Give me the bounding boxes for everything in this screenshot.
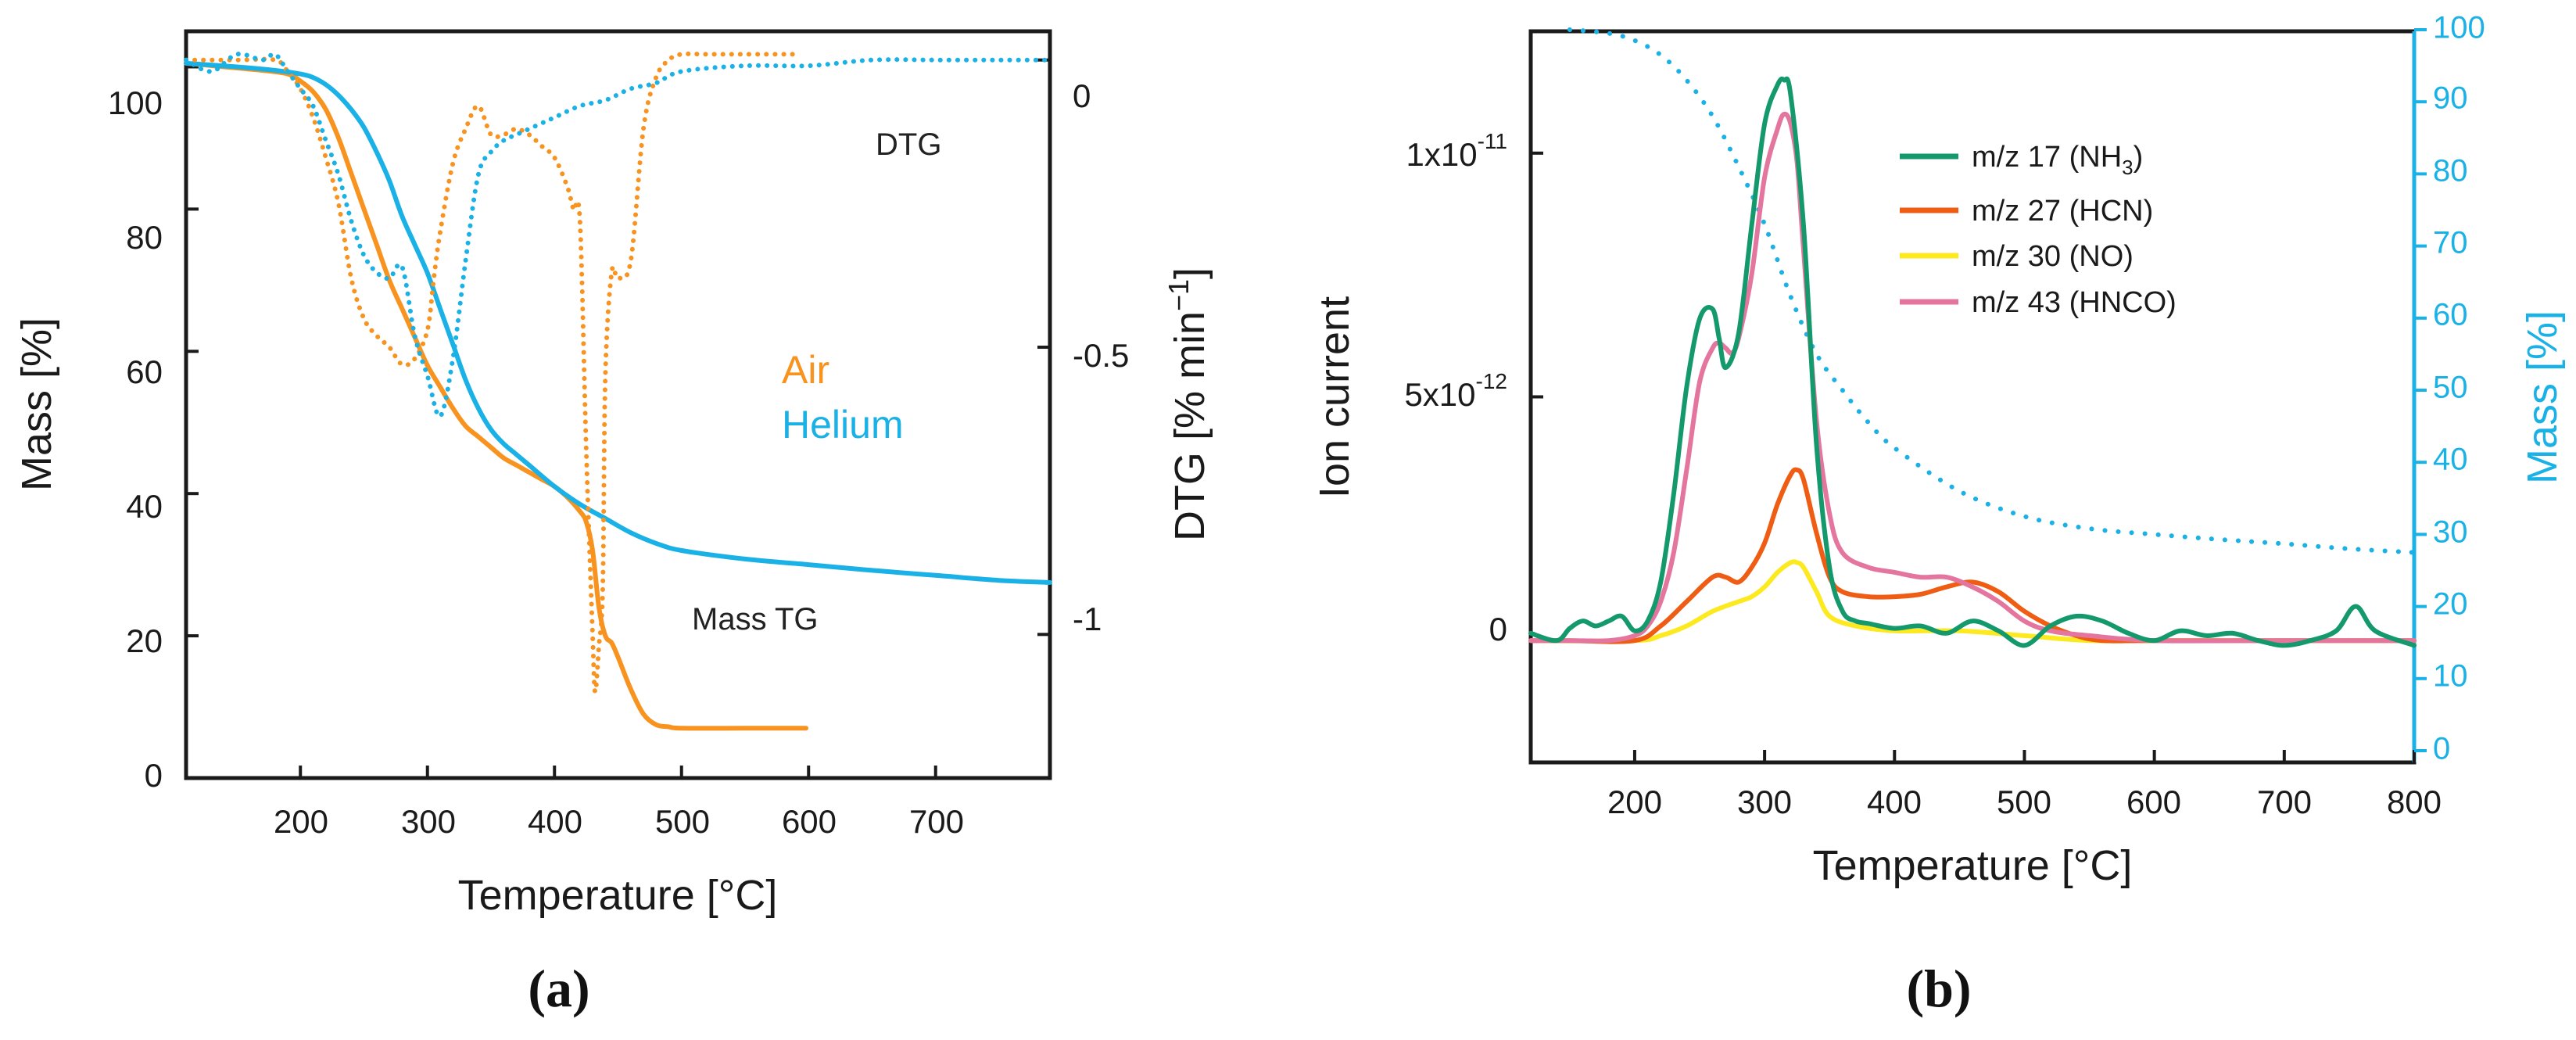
legend-label-no: m/z 30 (NO) <box>1972 240 2134 273</box>
legend-label-nh3: m/z 17 (NH3) <box>1972 141 2143 179</box>
ticks-a <box>186 58 1050 780</box>
y2-tick-label: 30 <box>2433 515 2468 550</box>
y2-tick-label: 60 <box>2433 298 2468 332</box>
y2-tick-label: -0.5 <box>1073 337 1129 374</box>
series-b-3 <box>1528 111 2417 644</box>
x-axis-title-b: Temperature [°C] <box>1813 842 2133 889</box>
legend-label-hcn: m/z 27 (HCN) <box>1972 195 2153 228</box>
y2-tick-labels-b: 0 10 20 30 40 50 60 70 80 90 100 <box>2433 11 2485 766</box>
y-tick-label: 80 <box>126 219 163 256</box>
y-tick-label: 100 <box>108 84 163 121</box>
x-tick-label: 200 <box>274 803 328 840</box>
series-a-1 <box>184 60 1052 585</box>
y-tick-label: 1x10-11 <box>1406 129 1507 173</box>
y2-title-close: ] <box>1166 267 1213 279</box>
panel-a: 200 300 400 500 600 700 0 20 40 60 80 10… <box>13 29 1213 1018</box>
x-tick-label: 500 <box>1997 784 2051 820</box>
x-tick-label: 400 <box>1867 784 1922 820</box>
x-tick-label: 200 <box>1607 784 1662 820</box>
x-tick-label: 700 <box>2257 784 2312 820</box>
y2-axis-title-b: Mass [%] <box>2519 310 2566 484</box>
y-tick-label: 60 <box>126 353 163 390</box>
y2-tick-labels-a: 0 -0.5 -1 <box>1073 77 1129 637</box>
x-tick-labels-b: 200 300 400 500 600 700 800 <box>1607 784 2442 820</box>
x-tick-label: 800 <box>2387 784 2442 820</box>
y-tick-base: 1x10 <box>1406 136 1478 173</box>
y-tick-base: 5x10 <box>1404 376 1475 413</box>
y2-tick-label: 70 <box>2433 226 2468 260</box>
y-tick-labels-a: 0 20 40 60 80 100 <box>108 84 163 794</box>
legend-label-nh3-main: m/z 17 (NH <box>1972 141 2122 174</box>
annotation-helium: Helium <box>782 403 904 446</box>
y2-tick-label: 10 <box>2433 659 2468 694</box>
y-tick-exp: -11 <box>1478 129 1507 153</box>
y2-title-main: DTG [% min <box>1166 311 1213 541</box>
y-axis-title-a: Mass [%] <box>13 317 60 491</box>
y-tick-label: 5x10-12 <box>1404 369 1507 413</box>
panel-label-a: (a) <box>528 959 589 1018</box>
annotation-dtg: DTG <box>876 127 941 162</box>
legend-label-nh3-close: ) <box>2134 141 2144 174</box>
y-tick-label: 0 <box>145 757 163 794</box>
panel-label-b: (b) <box>1906 959 1971 1018</box>
y-tick-label: 40 <box>126 488 163 525</box>
legend-label-nh3-sub: 3 <box>2122 156 2133 179</box>
legend-label-hnco: m/z 43 (HNCO) <box>1972 286 2177 319</box>
y2-tick-label: 90 <box>2433 81 2468 116</box>
legend-b: m/z 17 (NH3) m/z 27 (HCN) m/z 30 (NO) m/… <box>1900 141 2177 319</box>
y-tick-labels-b: 0 5x10-12 1x10-11 <box>1404 129 1507 647</box>
y2-tick-label: 100 <box>2433 11 2485 45</box>
y2-title-sup: −1 <box>1163 279 1195 311</box>
x-tick-label: 600 <box>782 803 837 840</box>
y-tick-label: 0 <box>1489 611 1507 647</box>
y2-tick-label: 20 <box>2433 587 2468 622</box>
x-tick-labels-a: 200 300 400 500 600 700 <box>274 803 964 840</box>
y2-axis-title-a: DTG [% min−1] <box>1163 267 1213 541</box>
y2-tick-label: 40 <box>2433 443 2468 477</box>
y2-tick-label: 50 <box>2433 371 2468 405</box>
x-tick-label: 500 <box>655 803 710 840</box>
series-a-3 <box>184 52 1052 419</box>
series-b-0 <box>1528 76 2417 648</box>
series-b <box>1528 27 2417 648</box>
y2-tick-label: 80 <box>2433 154 2468 188</box>
annotation-mass-tg: Mass TG <box>692 602 819 637</box>
x-axis-title-a: Temperature [°C] <box>458 872 778 919</box>
y-tick-exp: -12 <box>1476 369 1507 393</box>
y2-tick-label: 0 <box>1073 77 1091 114</box>
ticks-b <box>1531 28 2427 762</box>
plot-frame-a <box>184 29 1052 780</box>
x-tick-label: 300 <box>401 803 456 840</box>
y2-tick-label: -1 <box>1073 601 1102 637</box>
panel-b: 200 300 400 500 600 700 800 0 5x10-12 1x… <box>1311 11 2566 1018</box>
x-tick-label: 700 <box>909 803 964 840</box>
x-tick-label: 300 <box>1737 784 1792 820</box>
series-a <box>184 51 1052 731</box>
y2-tick-label: 0 <box>2433 732 2450 766</box>
y-tick-label: 20 <box>126 622 163 659</box>
series-a-2 <box>184 51 798 694</box>
annotation-air: Air <box>782 348 829 392</box>
series-a-0 <box>184 60 808 731</box>
x-tick-label: 600 <box>2126 784 2181 820</box>
x-tick-label: 400 <box>528 803 582 840</box>
y-axis-title-b: Ion current <box>1311 296 1358 498</box>
